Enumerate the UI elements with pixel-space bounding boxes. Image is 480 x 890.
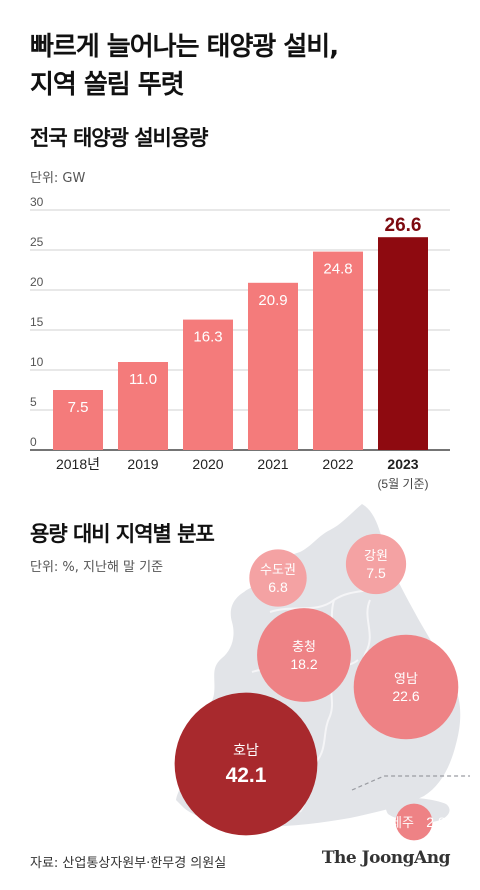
headline-line-2: 지역 쏠림 뚜렷 <box>30 70 185 100</box>
region-bubble <box>345 533 407 595</box>
publisher-logo: The JoongAng <box>321 848 451 868</box>
x-tick-label: 2020 <box>192 456 223 472</box>
data-label: 11.0 <box>129 371 157 388</box>
region-name: 제주 <box>390 816 414 831</box>
region-bubble <box>174 692 318 836</box>
y-tick-label: 15 <box>30 315 44 329</box>
x-tick-label: 2018년 <box>56 456 100 472</box>
y-tick-label: 20 <box>30 275 44 289</box>
bar-chart: 0 5 10 15 20 25 30 7.5 2018년 11.0 2019 16.3 2020 20.9… <box>30 195 450 491</box>
y-tick-label: 5 <box>30 395 37 409</box>
region-value: 42.1 <box>226 764 267 787</box>
region-value: 18.2 <box>290 656 317 672</box>
bar <box>248 282 298 450</box>
region-bubble <box>257 608 351 702</box>
x-tick-label: 2021 <box>257 456 288 472</box>
headline: 빠르게 늘어나는 태양광 설비, 지역 쏠림 뚜렷 <box>30 28 450 104</box>
bar <box>378 237 428 450</box>
data-label: 16.3 <box>193 329 222 346</box>
region-value: 7.5 <box>366 565 386 581</box>
data-label: 7.5 <box>68 399 89 416</box>
region-value: 2.8 <box>426 814 446 830</box>
region-bubble <box>353 634 459 740</box>
x-tick-label: 2019 <box>127 456 158 472</box>
bar <box>118 362 168 450</box>
bar <box>183 319 233 450</box>
region-name: 충청 <box>292 640 316 655</box>
y-tick-label: 0 <box>30 435 37 449</box>
region-name: 영남 <box>394 672 418 687</box>
x-tick-label: 2023 <box>387 456 418 472</box>
region-bubble <box>249 549 307 607</box>
bar-chart-unit: 단위: GW <box>30 171 86 186</box>
headline-line-1: 빠르게 늘어나는 태양광 설비, <box>30 32 339 62</box>
map-unit: 단위: %, 지난해 말 기준 <box>30 560 164 575</box>
source-note: 자료: 산업통상자원부·한무경 의원실 <box>30 856 227 871</box>
map-title: 용량 대비 지역별 분포 <box>30 522 215 546</box>
bar <box>313 251 363 450</box>
data-label: 20.9 <box>258 292 287 309</box>
y-tick-label: 25 <box>30 235 44 249</box>
region-name: 수도권 <box>260 563 296 578</box>
bar <box>53 390 103 450</box>
x-tick-note: (5월 기준) <box>377 477 428 491</box>
region-value: 6.8 <box>268 579 288 595</box>
data-label: 24.8 <box>323 261 352 278</box>
bar-chart-title: 전국 태양광 설비용량 <box>30 126 209 150</box>
x-tick-label: 2022 <box>322 456 353 472</box>
region-name: 호남 <box>233 743 259 759</box>
y-tick-label: 30 <box>30 195 44 209</box>
region-bubble <box>395 803 433 841</box>
y-tick-label: 10 <box>30 355 44 369</box>
region-name: 강원 <box>364 549 388 564</box>
region-value: 22.6 <box>392 688 419 704</box>
data-label: 26.6 <box>385 215 422 236</box>
jeju-dashed-box <box>351 775 470 791</box>
